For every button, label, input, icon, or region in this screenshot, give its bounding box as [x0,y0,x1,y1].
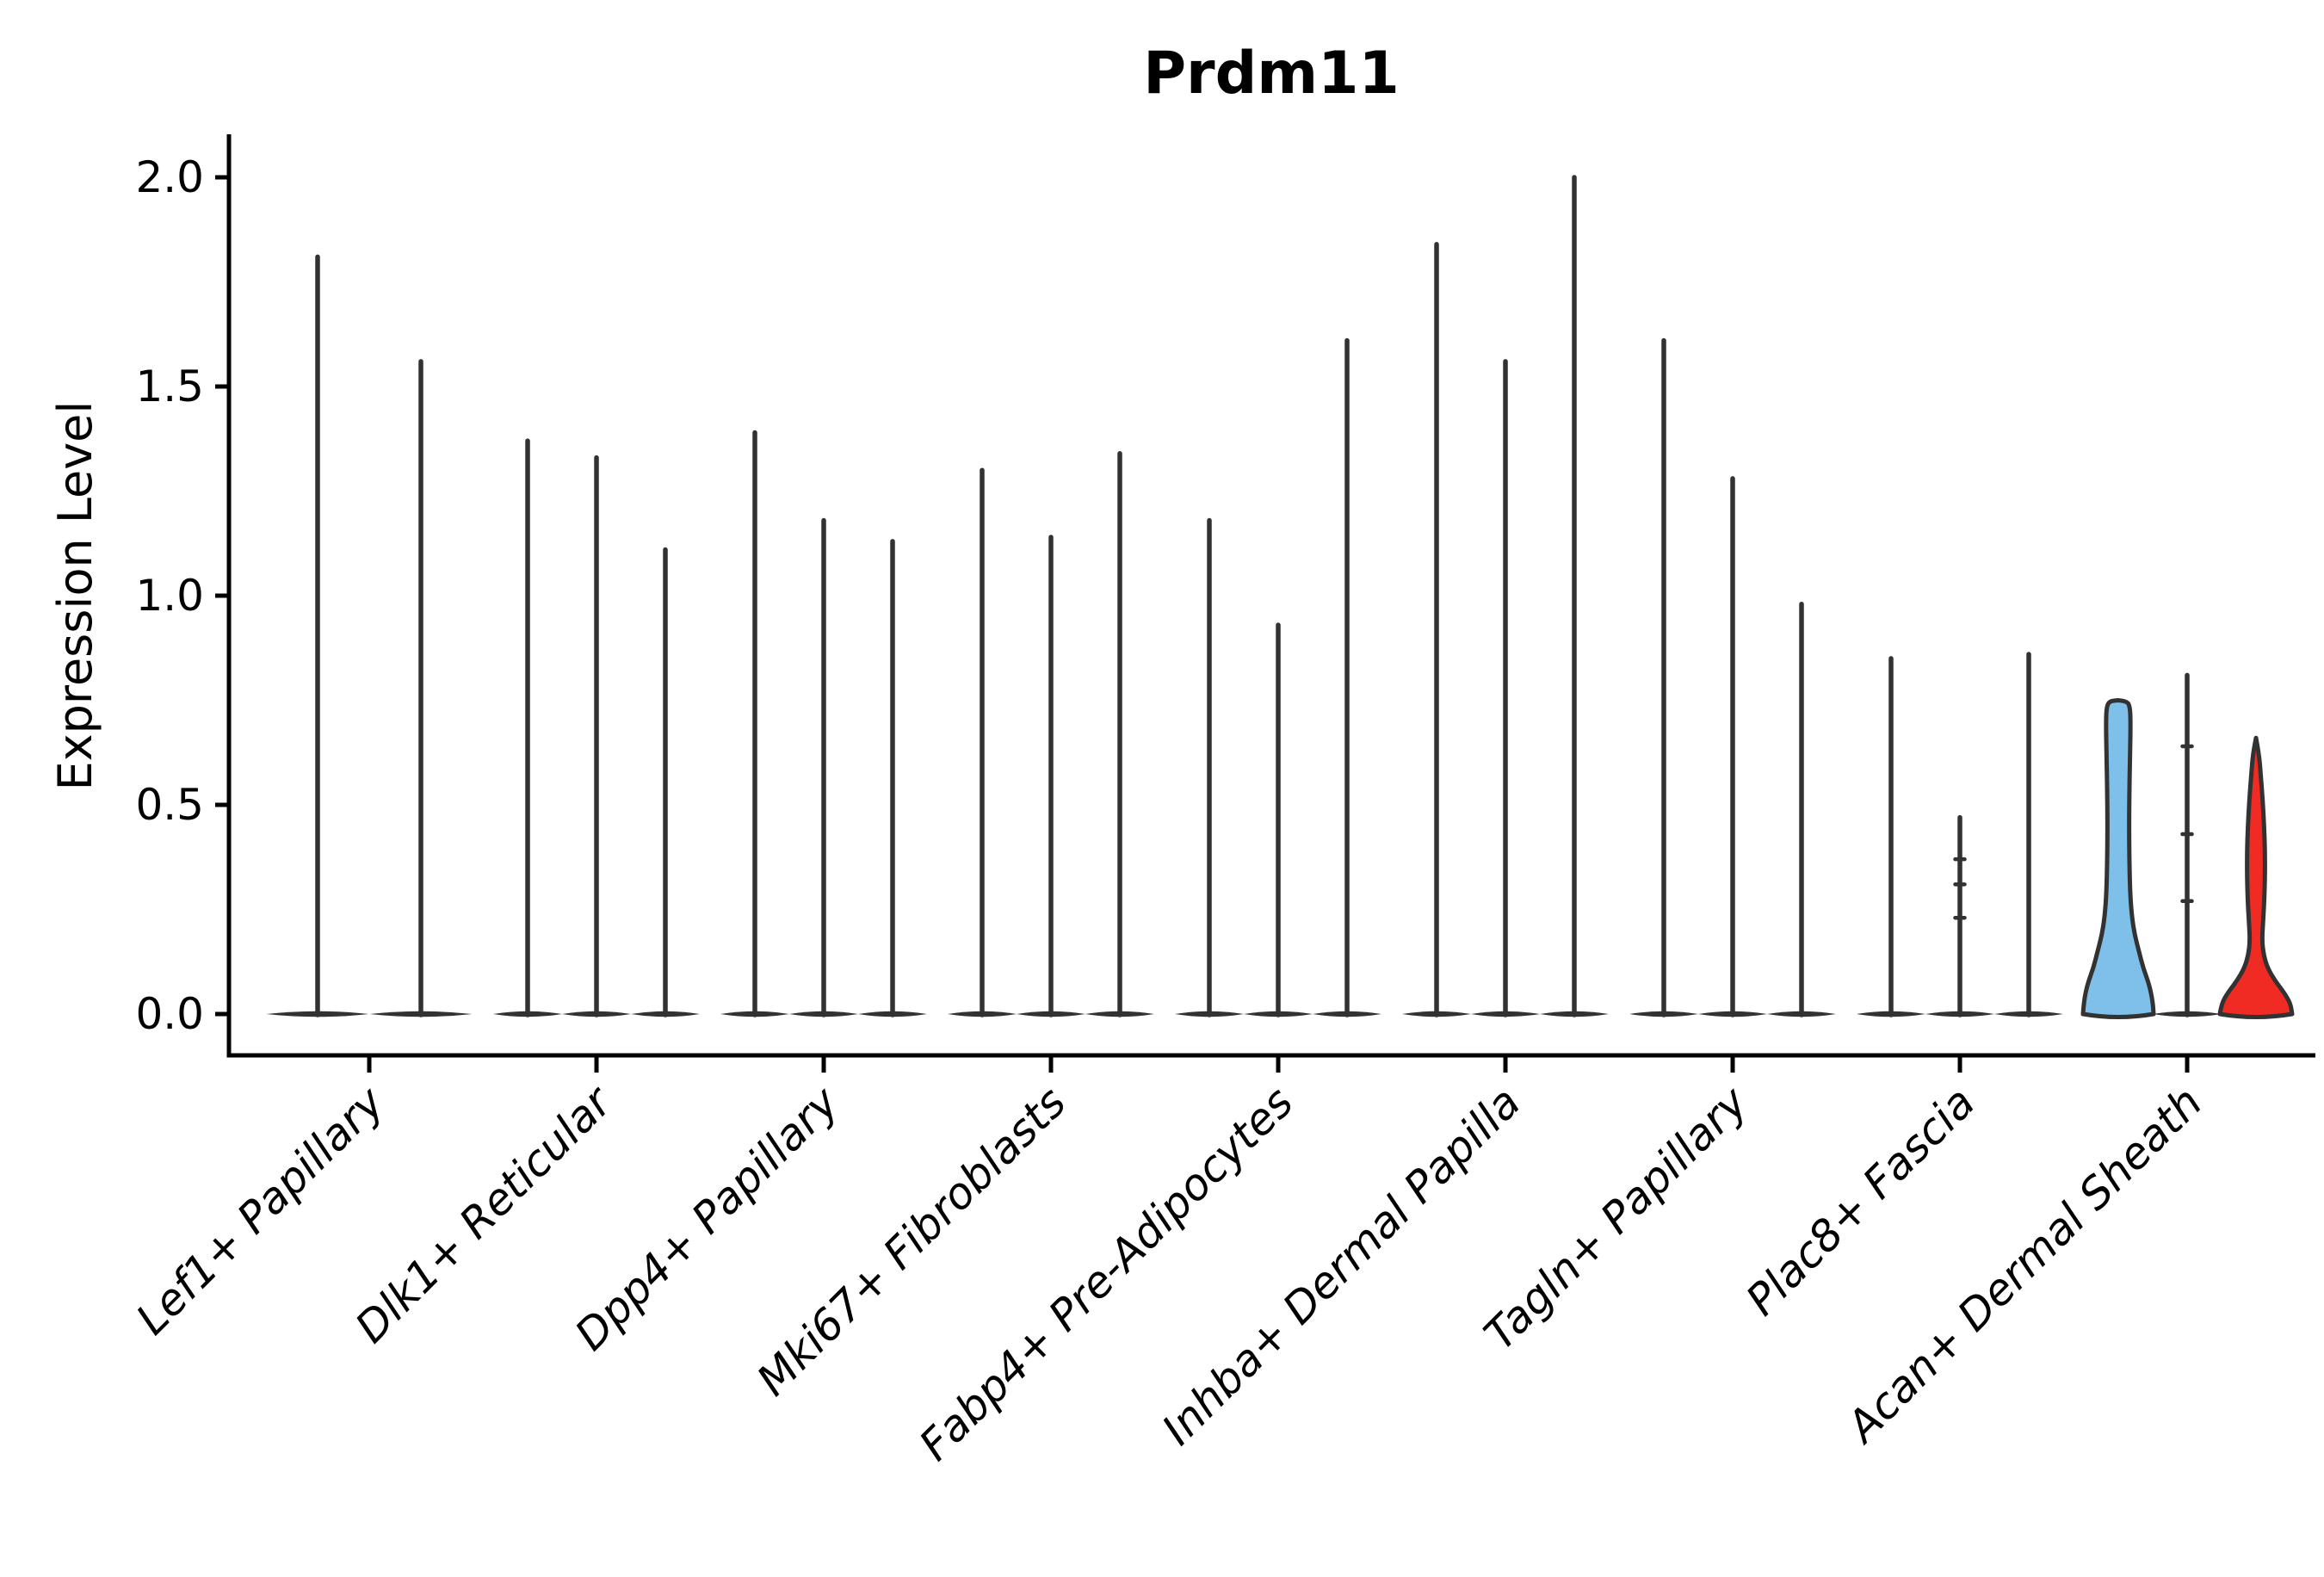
x-tick-label: Inhba+ Dermal Papilla [1153,1077,1530,1454]
y-tick-label: 1.5 [135,362,204,411]
x-tick-label: Plac8+ Fascia [1737,1077,1985,1325]
y-tick-label: 0.5 [135,780,204,830]
y-tick-label: 1.0 [135,571,204,621]
x-tick-label: Fabp4+ Pre-Adipocytes [910,1077,1303,1470]
violin-plot-figure: Prdm11 Expression Level 0.0 0.5 1.0 1.5 2.0 L… [34,14,2324,1563]
violin-blue [2080,698,2156,1019]
violin-chart: Prdm11 Expression Level 0.0 0.5 1.0 1.5 2.0 L… [48,40,2315,1470]
y-tick-label: 0.0 [135,989,204,1039]
violin-red [2217,735,2295,1019]
chart-title: Prdm11 [1143,40,1400,108]
y-axis-label: Expression Level [48,401,102,791]
y-tick-label: 2.0 [135,152,204,202]
x-tick-label: Lef1+ Papillary [127,1076,394,1344]
